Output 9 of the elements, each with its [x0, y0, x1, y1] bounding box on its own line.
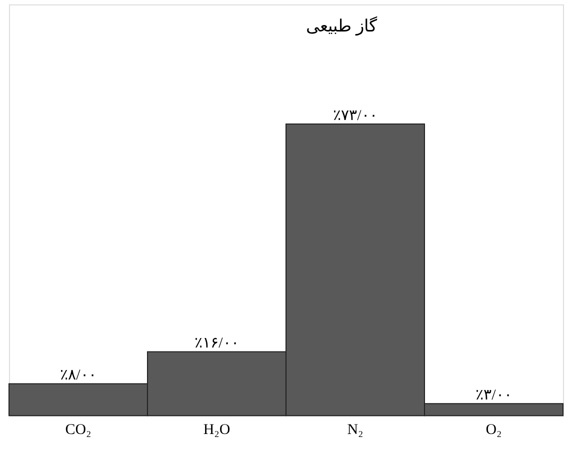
x-tick-label: N₂: [347, 422, 364, 438]
data-label: ٪۱۶/۰۰: [194, 336, 239, 352]
data-label: ٪۳/۰۰: [476, 388, 512, 404]
x-tick-label: CO₂: [65, 422, 92, 438]
data-label: ٪۷۳/۰۰: [333, 108, 378, 124]
data-label: ٪۸/۰۰: [60, 368, 96, 384]
chart-title: گاز طبیعی: [306, 15, 378, 36]
x-tick-label: O₂: [486, 422, 502, 438]
x-tick-label: H₂O: [203, 422, 230, 438]
